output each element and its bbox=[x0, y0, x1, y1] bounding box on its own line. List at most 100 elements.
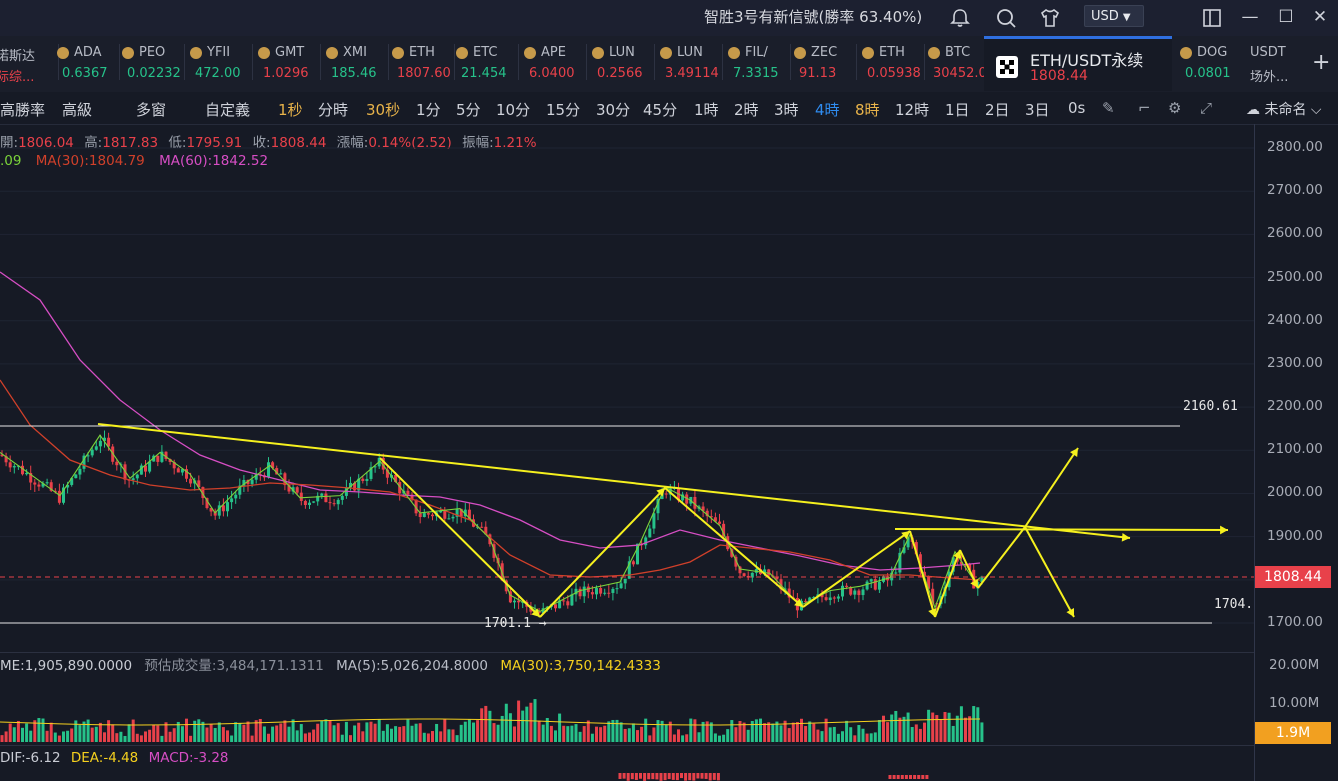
volume-tag: 1.9M bbox=[1255, 722, 1331, 744]
arrow-head bbox=[901, 531, 910, 540]
timeframe-14[interactable]: 2時 bbox=[734, 101, 759, 119]
timeframe-17[interactable]: 8時 bbox=[855, 101, 880, 119]
candle-body bbox=[631, 561, 635, 565]
price-axis-label: 2700.00 bbox=[1267, 182, 1323, 199]
candle-body bbox=[664, 493, 668, 495]
timeframe-1[interactable]: 高級 bbox=[62, 101, 93, 119]
volume-bar bbox=[4, 731, 8, 742]
timeframe-2[interactable]: 多窗 bbox=[136, 101, 167, 119]
candle-body bbox=[841, 585, 844, 597]
timeframe-19[interactable]: 1日 bbox=[945, 101, 970, 119]
settings-icon[interactable]: ⚙ bbox=[1168, 99, 1182, 117]
candle-body bbox=[115, 461, 119, 466]
timeframe-12[interactable]: 45分 bbox=[643, 101, 678, 119]
high-label: 高: bbox=[84, 135, 103, 151]
currency-select[interactable]: USD ▼ bbox=[1084, 5, 1144, 27]
arrow-head bbox=[794, 598, 803, 607]
macd-dif: DIF:-6.12 bbox=[0, 750, 61, 766]
timeframe-18[interactable]: 12時 bbox=[895, 101, 930, 119]
timeframe-22[interactable]: 0s bbox=[1068, 99, 1086, 117]
price-chart[interactable]: 2160.61 1704. 1701.1 → bbox=[0, 0, 1254, 781]
search-icon[interactable] bbox=[995, 7, 1017, 29]
volume-bar bbox=[947, 712, 951, 742]
volume-bar bbox=[62, 731, 65, 742]
timeframe-7[interactable]: 1分 bbox=[416, 101, 441, 119]
volume-bar bbox=[836, 733, 840, 742]
annotation-icon[interactable]: ⌐ bbox=[1138, 99, 1151, 117]
macd-bar bbox=[630, 773, 634, 780]
volume-bar bbox=[943, 711, 947, 742]
candle-body bbox=[66, 484, 70, 488]
volume-bar bbox=[156, 725, 160, 742]
volume-bar bbox=[33, 720, 37, 742]
timeframe-13[interactable]: 1時 bbox=[694, 101, 719, 119]
pane-separator[interactable] bbox=[0, 745, 1254, 746]
timeframe-4[interactable]: 1秒 bbox=[278, 101, 303, 119]
volume-bar bbox=[16, 720, 20, 742]
ma30-line bbox=[0, 379, 981, 581]
timeframe-9[interactable]: 10分 bbox=[496, 101, 531, 119]
candle-body bbox=[205, 498, 209, 509]
timeframe-5[interactable]: 分時 bbox=[318, 101, 349, 119]
price-axis-label: 2300.00 bbox=[1267, 354, 1323, 371]
candle-body bbox=[853, 590, 857, 595]
volume-bar bbox=[603, 725, 607, 742]
coin-icon bbox=[57, 47, 69, 59]
candle-body bbox=[172, 462, 176, 469]
sidebar-icon[interactable] bbox=[1201, 7, 1223, 29]
tshirt-icon[interactable] bbox=[1039, 7, 1061, 29]
arrow-head bbox=[1066, 608, 1075, 617]
layout-name[interactable]: ☁ 未命名 ⌵ bbox=[1246, 102, 1322, 118]
candle-body bbox=[730, 549, 734, 557]
timeframe-20[interactable]: 2日 bbox=[985, 101, 1010, 119]
candle-body bbox=[279, 473, 283, 475]
volume-bar bbox=[426, 733, 430, 742]
volume-bar bbox=[53, 732, 57, 742]
candle-body bbox=[37, 484, 41, 487]
active-ticker-name: ETH/USDT永续 bbox=[1030, 51, 1144, 70]
close-icon[interactable]: ✕ bbox=[1312, 7, 1328, 27]
timeframe-0[interactable]: 高勝率 bbox=[0, 101, 46, 119]
timeframe-15[interactable]: 3時 bbox=[774, 101, 799, 119]
candle-body bbox=[4, 456, 8, 463]
volume-bar bbox=[738, 720, 742, 742]
volume-bar bbox=[258, 718, 262, 742]
volume-bar bbox=[127, 724, 131, 742]
volume-bar bbox=[566, 726, 570, 742]
timeframe-10[interactable]: 15分 bbox=[546, 101, 581, 119]
pane-separator[interactable] bbox=[0, 652, 1254, 653]
volume-bar bbox=[931, 712, 935, 742]
candle-body bbox=[722, 523, 726, 537]
timeframe-16[interactable]: 4時 bbox=[815, 101, 840, 119]
volume-bar bbox=[246, 721, 250, 742]
candle-body bbox=[738, 566, 742, 574]
timeframe-6[interactable]: 30秒 bbox=[366, 101, 401, 119]
arrow-head bbox=[928, 608, 937, 617]
candle-body bbox=[914, 542, 918, 555]
timeframe-21[interactable]: 3日 bbox=[1025, 101, 1050, 119]
candle-body bbox=[857, 590, 861, 596]
volume-ma-line bbox=[0, 718, 981, 726]
candle-body bbox=[275, 468, 279, 475]
candle-body bbox=[918, 554, 922, 572]
ma-short-value: .09 bbox=[0, 153, 22, 169]
maximize-icon[interactable]: ☐ bbox=[1278, 7, 1294, 27]
volume-bar bbox=[123, 735, 127, 742]
active-ticker-tab[interactable]: ETH/USDT永续 1808.44 bbox=[984, 36, 1172, 91]
timeframe-8[interactable]: 5分 bbox=[456, 101, 481, 119]
price-axis[interactable] bbox=[1254, 124, 1338, 781]
ticker-price: 0.0801 bbox=[1185, 66, 1231, 81]
volume-bar bbox=[959, 706, 963, 742]
candle-body bbox=[832, 597, 836, 599]
fullscreen-icon[interactable]: ⤢ bbox=[1200, 99, 1213, 117]
ticker-name: ADA bbox=[74, 45, 102, 60]
timeframe-11[interactable]: 30分 bbox=[596, 101, 631, 119]
signal-promo[interactable]: 智胜3号有新信號(勝率 63.40%) bbox=[704, 8, 923, 26]
timeframe-3[interactable]: 自定義 bbox=[205, 101, 251, 119]
arrow-head bbox=[656, 488, 665, 497]
add-tab-button[interactable]: + bbox=[1312, 50, 1331, 75]
bell-icon[interactable] bbox=[949, 7, 971, 29]
volume-bar bbox=[226, 730, 229, 742]
minimize-icon[interactable]: — bbox=[1241, 7, 1259, 27]
pencil-icon[interactable]: ✎ bbox=[1102, 99, 1115, 117]
